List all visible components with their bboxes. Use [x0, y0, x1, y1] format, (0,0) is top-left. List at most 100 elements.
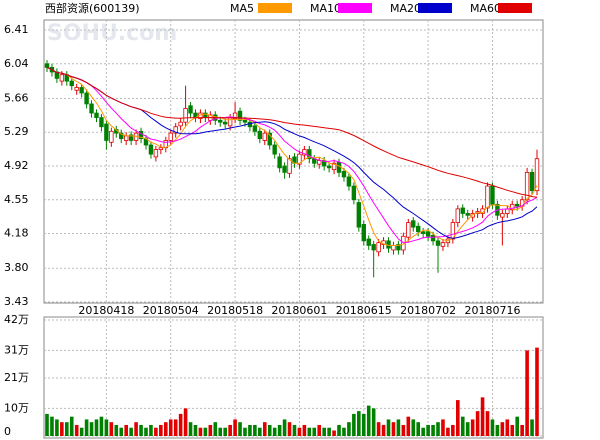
candle-body: [242, 119, 248, 123]
volume-bar: [218, 427, 223, 436]
candle-body: [425, 231, 431, 237]
candle-body: [104, 123, 109, 141]
volume-bar: [74, 424, 79, 436]
volume-bar: [500, 422, 505, 436]
volume-bar: [451, 424, 455, 436]
candle-body: [277, 156, 282, 169]
volume-bar: [262, 422, 267, 436]
volume-bar: [45, 413, 49, 436]
volume-bar: [149, 424, 153, 436]
y-tick-label: 5.66: [4, 91, 29, 104]
volume-bar: [267, 424, 272, 436]
candle-body: [237, 110, 243, 121]
candle-body: [158, 147, 164, 150]
candle-body: [297, 153, 302, 165]
volume-bar: [238, 422, 242, 436]
candle-body: [168, 132, 173, 141]
ma-line: [46, 66, 538, 198]
volume-tick-label: 31万: [4, 343, 29, 356]
candle-body: [331, 162, 337, 171]
candle-body: [94, 112, 99, 119]
legend-label: MA60: [470, 2, 501, 15]
candle-body: [153, 149, 159, 158]
volume-bar: [396, 419, 401, 436]
candle-body: [188, 105, 193, 114]
candle-body: [371, 244, 376, 251]
x-tick-label: 20180418: [78, 304, 134, 317]
volume-bar: [327, 427, 331, 436]
volume-bar: [144, 427, 148, 436]
volume-bar: [168, 419, 173, 436]
candle-body: [341, 171, 347, 178]
volume-bar: [530, 419, 534, 436]
y-tick-label: 4.18: [4, 227, 29, 240]
x-tick-label: 20180518: [207, 304, 263, 317]
volume-bar: [366, 405, 371, 436]
volume-bar: [163, 422, 168, 436]
volume-bar: [475, 411, 480, 436]
price-frame: [43, 19, 544, 304]
volume-bar: [470, 419, 475, 436]
candle-body: [366, 238, 371, 246]
watermark: SOHU.com: [47, 21, 177, 46]
volume-bar: [401, 424, 406, 436]
candle-body: [515, 203, 520, 207]
volume-bar: [203, 427, 208, 436]
candle-body: [500, 213, 505, 218]
candle-body: [490, 185, 495, 205]
legend-swatch: [338, 3, 372, 13]
volume-bar: [114, 424, 119, 436]
volume-bar: [426, 424, 430, 436]
candle-body: [420, 231, 426, 234]
volume-bar: [357, 411, 361, 436]
candle-body: [79, 87, 84, 94]
legend-label: MA5: [230, 2, 254, 15]
volume-bar: [243, 427, 247, 436]
candle-body: [74, 87, 79, 91]
volume-bar: [233, 419, 237, 436]
x-tick-label: 20180716: [464, 304, 520, 317]
legend-swatch: [498, 3, 532, 13]
candle-body: [222, 121, 228, 125]
volume-bar: [485, 411, 490, 436]
volume-bar: [124, 424, 128, 436]
candle-body: [356, 202, 362, 228]
volume-bar: [188, 422, 193, 436]
legend-swatch: [418, 3, 452, 13]
y-tick-label: 4.55: [4, 193, 29, 206]
volume-bar: [183, 408, 188, 436]
candle-body: [450, 222, 456, 240]
volume-bar: [208, 424, 213, 436]
candle-body: [460, 207, 465, 214]
volume-bar: [361, 413, 366, 436]
x-tick-label: 20180702: [400, 304, 456, 317]
candle-body: [99, 117, 104, 128]
candle-body: [178, 121, 183, 127]
volume-bar: [154, 427, 158, 436]
volume-bar: [456, 400, 460, 436]
volume-bar: [292, 424, 297, 436]
volume-bar: [312, 427, 317, 436]
candle-body: [69, 80, 74, 87]
legend-label: MA10: [310, 2, 341, 15]
chart-title: 西部资源(600139): [45, 1, 140, 15]
candle-body: [376, 242, 381, 253]
volume-bar: [441, 419, 445, 436]
volume-bar: [515, 416, 520, 436]
volume-bar: [129, 427, 133, 436]
candle-body: [267, 132, 272, 146]
volume-bar: [317, 424, 322, 436]
volume-bar: [193, 424, 198, 436]
volume-bar: [510, 424, 515, 436]
volume-bar: [535, 347, 539, 436]
candle-body: [183, 108, 188, 123]
volume-bar: [253, 424, 257, 436]
volume-bar: [465, 422, 470, 436]
candle-body: [84, 92, 89, 105]
candle-body: [455, 208, 461, 223]
candle-body: [128, 134, 134, 141]
candle-body: [173, 126, 178, 134]
volume-bar: [228, 424, 232, 436]
volume-bar: [307, 427, 312, 436]
